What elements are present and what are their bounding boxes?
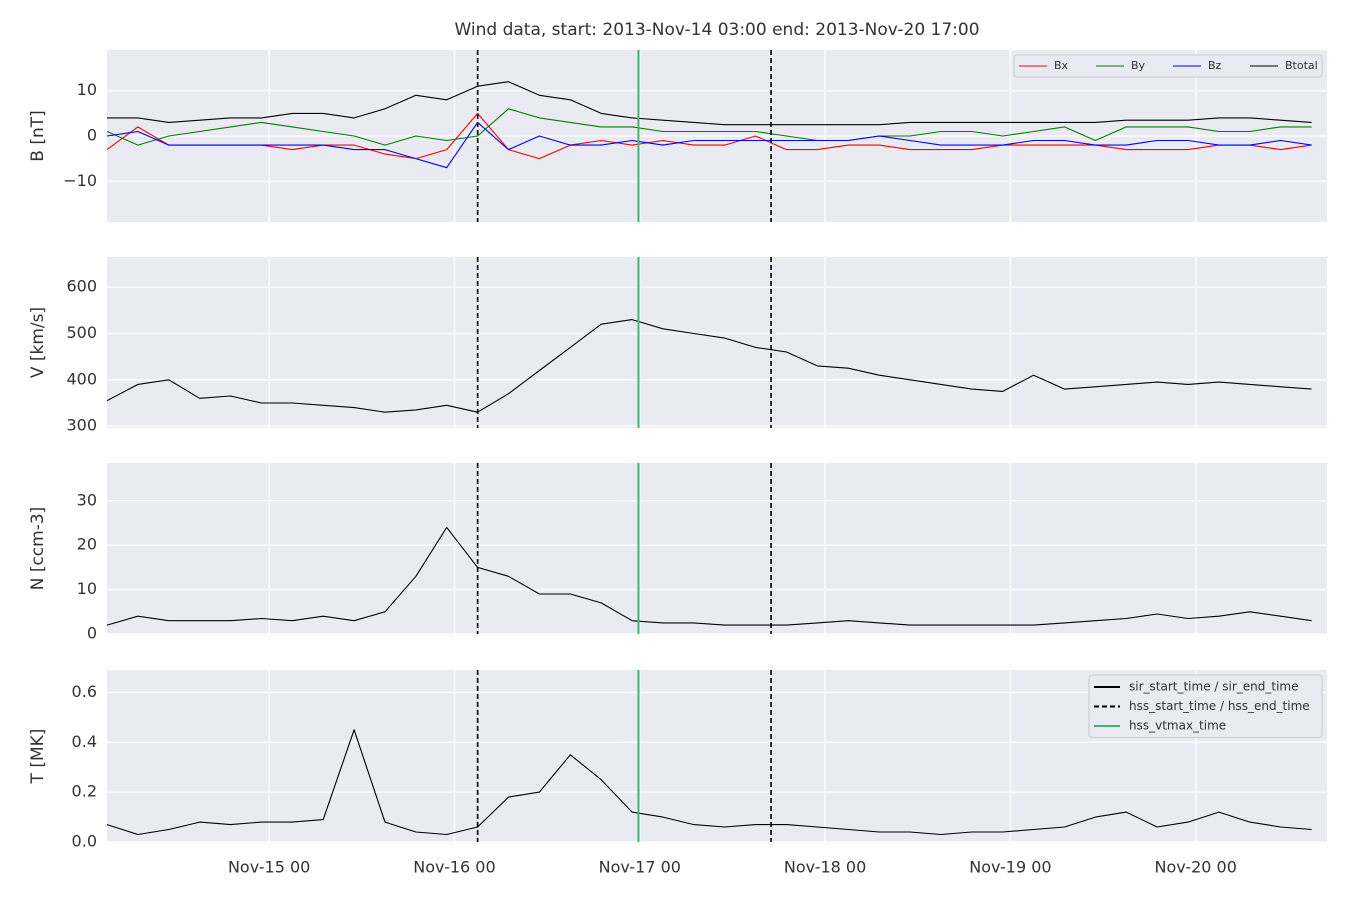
- legend-label: Bz: [1208, 59, 1222, 72]
- y-tick-label: 0.6: [72, 682, 97, 701]
- legend-label: Btotal: [1285, 59, 1318, 72]
- legend-label: By: [1131, 59, 1146, 72]
- legend-box: [1088, 674, 1323, 738]
- series-line: [106, 729, 1312, 836]
- y-tick-label: −10: [63, 171, 97, 190]
- legend-label: hss_start_time / hss_end_time: [1129, 699, 1310, 713]
- y-axis-label: N [ccm-3]: [28, 507, 48, 591]
- y-tick-label: 500: [66, 323, 97, 342]
- series-line: [107, 81, 1312, 126]
- plot-area: [107, 463, 1327, 634]
- x-tick-label: Nov-18 00: [784, 858, 866, 877]
- series-line: [106, 108, 1312, 146]
- y-tick-label: 0.0: [72, 832, 97, 851]
- y-axis-label: T [MK]: [28, 729, 48, 785]
- x-tick-label: Nov-16 00: [413, 858, 495, 877]
- y-axis-label: V [km/s]: [28, 307, 48, 378]
- series-line: [106, 112, 1312, 160]
- legend-box: [1013, 54, 1323, 78]
- y-tick-label: 0: [87, 126, 97, 145]
- series-line: [106, 526, 1312, 626]
- plot-area: [107, 257, 1327, 428]
- y-tick-label: 30: [77, 490, 97, 509]
- y-tick-label: 20: [77, 535, 97, 554]
- x-tick-label: Nov-17 00: [599, 858, 681, 877]
- x-tick-label: Nov-20 00: [1155, 858, 1237, 877]
- y-tick-label: 400: [66, 369, 97, 388]
- x-tick-label: Nov-19 00: [969, 858, 1051, 877]
- legend-label: hss_vtmax_time: [1129, 719, 1226, 733]
- series-line: [106, 319, 1312, 413]
- legend-label: sir_start_time / sir_end_time: [1129, 680, 1299, 694]
- y-tick-label: 10: [77, 579, 97, 598]
- chart-title: Wind data, start: 2013-Nov-14 03:00 end:…: [454, 20, 979, 40]
- y-axis-label: B [nT]: [28, 110, 48, 162]
- legend-label: Bx: [1054, 59, 1069, 72]
- y-tick-label: 0.4: [72, 732, 97, 751]
- series-line: [106, 121, 1312, 169]
- y-tick-label: 600: [66, 277, 97, 296]
- y-tick-label: 10: [77, 80, 97, 99]
- y-tick-label: 0.2: [72, 782, 97, 801]
- y-tick-label: 0: [87, 624, 97, 643]
- y-tick-label: 300: [66, 416, 97, 435]
- x-tick-label: Nov-15 00: [228, 858, 310, 877]
